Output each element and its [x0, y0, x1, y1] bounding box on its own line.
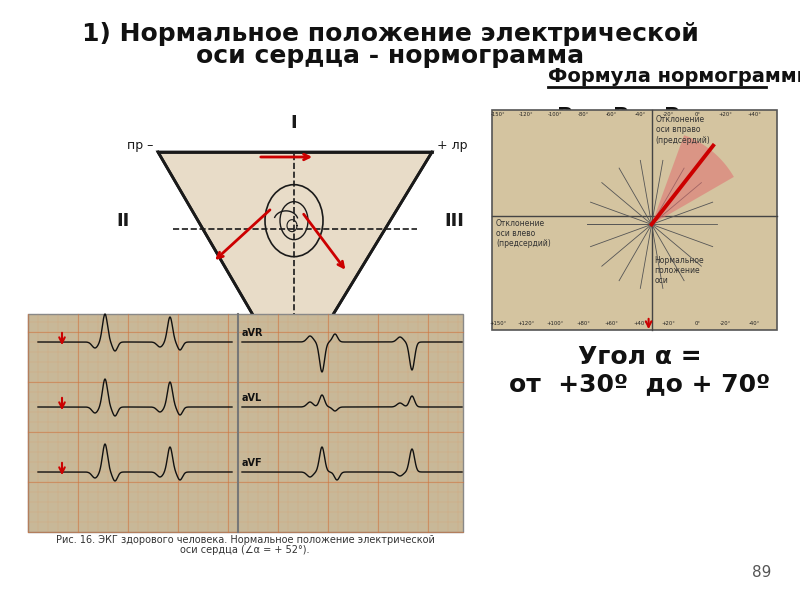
Text: aVF: aVF [242, 458, 262, 468]
Text: +80°: +80° [576, 321, 590, 326]
Text: -40°: -40° [749, 321, 760, 326]
Text: 0°: 0° [694, 112, 700, 117]
Text: +40°: +40° [747, 112, 761, 117]
Text: + лр: + лр [437, 139, 467, 152]
Text: III: III [444, 212, 464, 230]
Text: $\mathbf{R_{II}}$$\mathbf{>R_{I}>}$$\mathbf{R_{III}}$: $\mathbf{R_{II}}$$\mathbf{>R_{I}>}$$\mat… [556, 105, 699, 128]
Text: $\mathbf{R_{aVF}}$$\mathbf{> R_{aVL}}$: $\mathbf{R_{aVF}}$$\mathbf{> R_{aVL}}$ [556, 145, 686, 169]
Text: пр –: пр – [126, 139, 153, 152]
Text: I: I [290, 114, 298, 132]
Text: Отклонение
оси влево
(предсердий): Отклонение оси влево (предсердий) [496, 218, 550, 248]
Text: -120°: -120° [519, 112, 534, 117]
Text: +20°: +20° [718, 112, 733, 117]
Text: Формула нормограммы:: Формула нормограммы: [548, 67, 800, 86]
Text: -20°: -20° [663, 112, 674, 117]
Text: +120°: +120° [518, 321, 535, 326]
Text: +: + [276, 390, 288, 404]
Text: aVR: aVR [242, 328, 263, 338]
Text: Рис. 16. ЭКГ здорового человека. Нормальное положение электрической: Рис. 16. ЭКГ здорового человека. Нормаль… [55, 535, 434, 545]
Text: 89: 89 [752, 565, 772, 580]
Text: Отклонение
оси вправо
(предсердий): Отклонение оси вправо (предсердий) [656, 115, 710, 145]
Text: +150°: +150° [489, 321, 506, 326]
Text: +40°: +40° [634, 321, 647, 326]
Text: Угол α =: Угол α = [578, 345, 702, 369]
Text: +60°: +60° [605, 321, 618, 326]
Text: -100°: -100° [547, 112, 562, 117]
Text: +: + [296, 390, 308, 404]
Text: от  +30º  до + 70º: от +30º до + 70º [510, 372, 770, 396]
Text: -40°: -40° [634, 112, 646, 117]
Text: +20°: +20° [662, 321, 676, 326]
Text: -20°: -20° [720, 321, 731, 326]
Text: Нормальное
положение
оси: Нормальное положение оси [654, 256, 704, 286]
Text: 1) Нормальное положение электрической: 1) Нормальное положение электрической [82, 22, 698, 46]
FancyBboxPatch shape [28, 314, 463, 532]
Text: 0°: 0° [694, 321, 700, 326]
Text: -80°: -80° [578, 112, 589, 117]
Text: лн: лн [284, 402, 300, 415]
Polygon shape [158, 152, 432, 382]
FancyBboxPatch shape [492, 110, 777, 330]
Text: оси сердца - нормограмма: оси сердца - нормограмма [196, 44, 584, 68]
Polygon shape [651, 135, 734, 224]
Text: aVL: aVL [242, 393, 262, 403]
Text: II: II [117, 212, 130, 230]
Text: +100°: +100° [546, 321, 563, 326]
Text: оси сердца (∠α = + 52°).: оси сердца (∠α = + 52°). [180, 545, 310, 555]
Text: -60°: -60° [606, 112, 618, 117]
Text: -150°: -150° [490, 112, 505, 117]
